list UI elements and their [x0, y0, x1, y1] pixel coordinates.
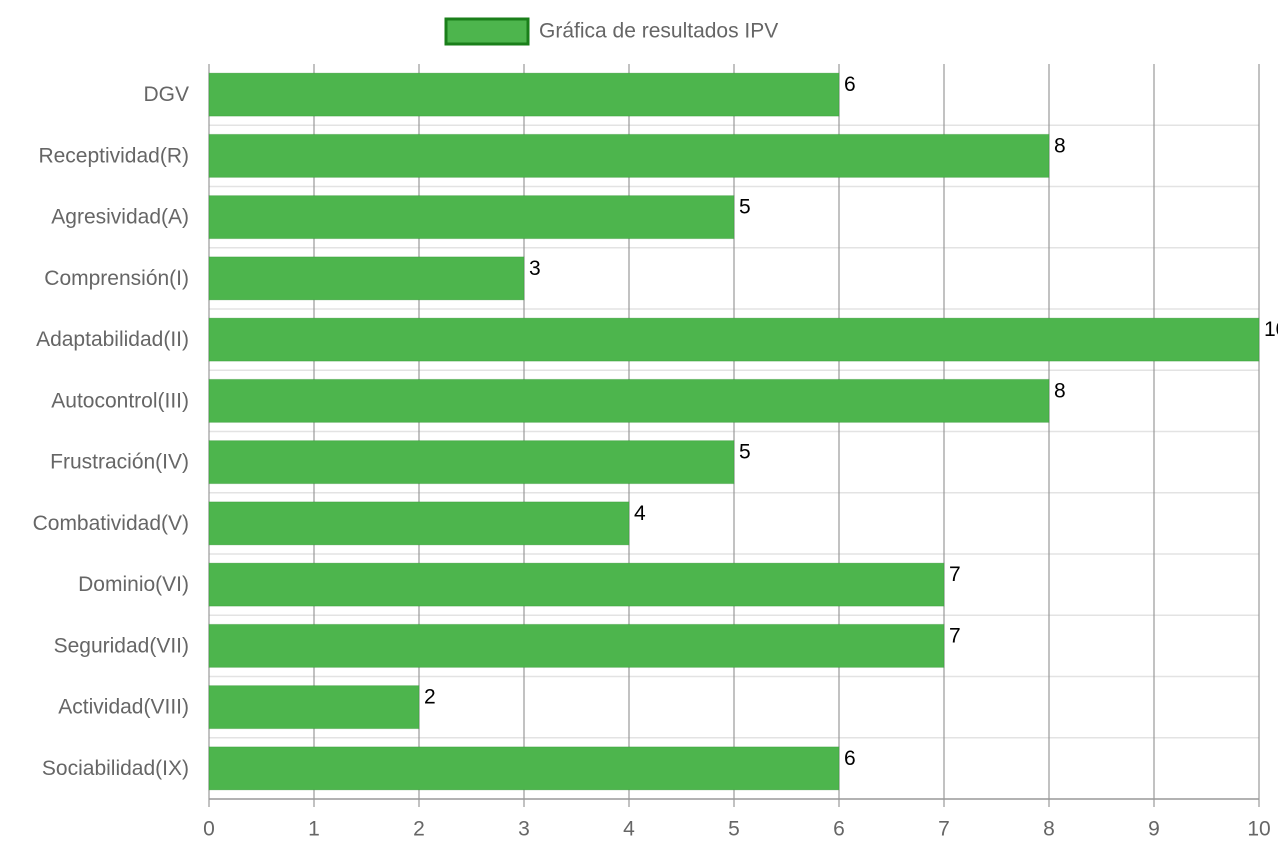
bar	[208, 623, 945, 668]
data-label: 5	[739, 196, 751, 219]
x-tick-label: 2	[413, 818, 425, 841]
data-label: 7	[949, 563, 961, 586]
data-label: 8	[1054, 379, 1066, 402]
y-tick-label: Combatividad(V)	[33, 512, 189, 535]
x-tick-label: 4	[623, 818, 635, 841]
bar	[208, 562, 945, 607]
y-tick-label: Seguridad(VII)	[54, 634, 189, 657]
x-tick-label: 0	[203, 818, 215, 841]
legend-label: Gráfica de resultados IPV	[539, 20, 778, 43]
x-tick-label: 3	[518, 818, 530, 841]
data-label: 10	[1264, 318, 1278, 341]
data-label: 5	[739, 441, 751, 464]
data-label: 3	[529, 257, 541, 280]
bar	[208, 501, 630, 546]
x-tick-label: 7	[938, 818, 950, 841]
data-label: 6	[844, 73, 856, 96]
bar	[208, 72, 840, 117]
bar	[208, 746, 840, 791]
x-tick-label: 5	[728, 818, 740, 841]
y-tick-label: Frustración(IV)	[50, 451, 189, 474]
y-tick-label: Comprensión(I)	[44, 267, 189, 290]
data-label: 8	[1054, 134, 1066, 157]
x-tick-label: 10	[1247, 818, 1270, 841]
y-tick-label: Sociabilidad(IX)	[42, 757, 189, 780]
bar	[208, 317, 1260, 362]
y-tick-label: DGV	[143, 83, 189, 106]
data-label: 6	[844, 747, 856, 770]
bar	[208, 133, 1050, 178]
x-tick-label: 8	[1043, 818, 1055, 841]
x-tick-label: 6	[833, 818, 845, 841]
y-tick-label: Agresividad(A)	[51, 206, 189, 229]
bar	[208, 256, 525, 301]
y-tick-label: Adaptabilidad(II)	[36, 328, 189, 351]
bar	[208, 440, 735, 485]
y-tick-label: Actividad(VIII)	[58, 696, 189, 719]
data-label: 7	[949, 624, 961, 647]
y-tick-label: Autocontrol(III)	[51, 389, 189, 412]
x-tick-label: 1	[308, 818, 320, 841]
y-tick-label: Receptividad(R)	[38, 144, 189, 167]
data-label: 2	[424, 686, 436, 709]
bar	[208, 685, 420, 730]
legend-swatch	[444, 17, 530, 46]
x-tick-label: 9	[1148, 818, 1160, 841]
bar	[208, 378, 1050, 423]
bar	[208, 195, 735, 240]
data-label: 4	[634, 502, 646, 525]
y-tick-label: Dominio(VI)	[78, 573, 189, 596]
